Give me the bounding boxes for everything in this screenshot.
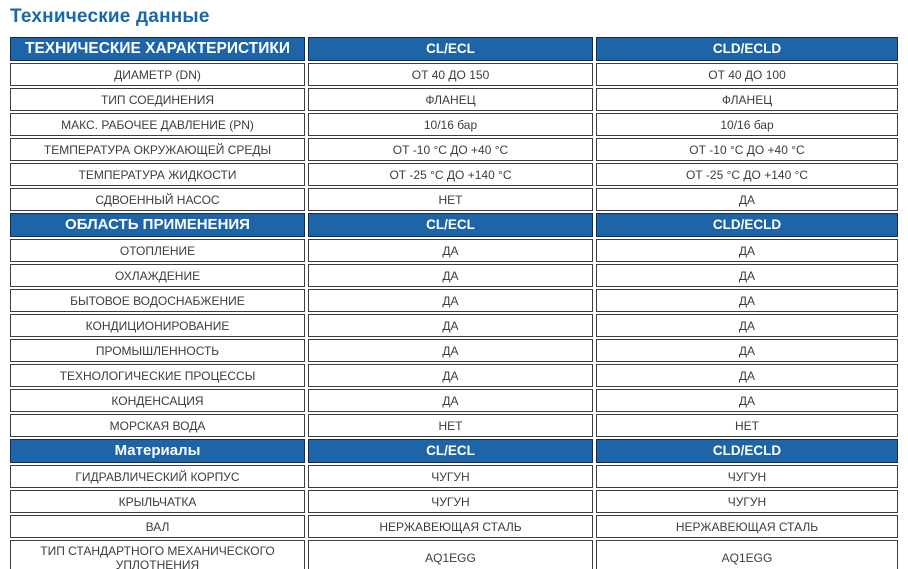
section-title-cell: ТЕХНИЧЕСКИЕ ХАРАКТЕРИСТИКИ (10, 37, 305, 61)
table-row: ДИАМЕТР (DN) ОТ 40 ДО 150 ОТ 40 ДО 100 (10, 63, 898, 86)
col-header-cl-ecl: CL/ECL (308, 37, 593, 61)
row-label-cell: ВАЛ (10, 515, 305, 538)
table-row: ОХЛАЖДЕНИЕ ДА ДА (10, 264, 898, 287)
value-cell-cl-ecl: ДА (308, 239, 593, 262)
technical-data-table: ТЕХНИЧЕСКИЕ ХАРАКТЕРИСТИКИ CL/ECL CLD/EC… (7, 35, 901, 569)
row-label-cell: КОНДИЦИОНИРОВАНИЕ (10, 314, 305, 337)
value-cell-cl-ecl: ФЛАНЕЦ (308, 88, 593, 111)
value-cell-cld-ecld: ОТ -10 °C ДО +40 °C (596, 138, 898, 161)
row-label-cell: МАКС. РАБОЧЕЕ ДАВЛЕНИЕ (PN) (10, 113, 305, 136)
section-header-row-applications: ОБЛАСТЬ ПРИМЕНЕНИЯ CL/ECL CLD/ECLD (10, 213, 898, 237)
col-header-cld-ecld: CLD/ECLD (596, 37, 898, 61)
table-row: БЫТОВОЕ ВОДОСНАБЖЕНИЕ ДА ДА (10, 289, 898, 312)
col-header-cld-ecld: CLD/ECLD (596, 439, 898, 463)
row-label-cell: ТИП СОЕДИНЕНИЯ (10, 88, 305, 111)
section-header-row-characteristics: ТЕХНИЧЕСКИЕ ХАРАКТЕРИСТИКИ CL/ECL CLD/EC… (10, 37, 898, 61)
value-cell-cld-ecld: ДА (596, 289, 898, 312)
table-row: ТЕМПЕРАТУРА ЖИДКОСТИ ОТ -25 °C ДО +140 °… (10, 163, 898, 186)
value-cell-cld-ecld: ОТ -25 °C ДО +140 °C (596, 163, 898, 186)
value-cell-cl-ecl: НЕРЖАВЕЮЩАЯ СТАЛЬ (308, 515, 593, 538)
table-row: ОТОПЛЕНИЕ ДА ДА (10, 239, 898, 262)
value-cell-cld-ecld: ДА (596, 264, 898, 287)
row-label-cell: БЫТОВОЕ ВОДОСНАБЖЕНИЕ (10, 289, 305, 312)
table-row: ТИП СТАНДАРТНОГО МЕХАНИЧЕСКОГО УПЛОТНЕНИ… (10, 540, 898, 569)
row-label-cell: ДИАМЕТР (DN) (10, 63, 305, 86)
col-header-cl-ecl: CL/ECL (308, 213, 593, 237)
value-cell-cld-ecld: ОТ 40 ДО 100 (596, 63, 898, 86)
value-cell-cld-ecld: ДА (596, 364, 898, 387)
table-row: ТЕМПЕРАТУРА ОКРУЖАЮЩЕЙ СРЕДЫ ОТ -10 °C Д… (10, 138, 898, 161)
row-label-cell: ГИДРАВЛИЧЕСКИЙ КОРПУС (10, 465, 305, 488)
value-cell-cl-ecl: AQ1EGG (308, 540, 593, 569)
section-title-cell: Материалы (10, 439, 305, 463)
col-header-cld-ecld: CLD/ECLD (596, 213, 898, 237)
row-label-cell: СДВОЕННЫЙ НАСОС (10, 188, 305, 211)
value-cell-cld-ecld: ФЛАНЕЦ (596, 88, 898, 111)
table-row: КОНДЕНСАЦИЯ ДА ДА (10, 389, 898, 412)
value-cell-cl-ecl: ОТ -10 °C ДО +40 °C (308, 138, 593, 161)
value-cell-cld-ecld: 10/16 бар (596, 113, 898, 136)
table-row: КОНДИЦИОНИРОВАНИЕ ДА ДА (10, 314, 898, 337)
value-cell-cl-ecl: ЧУГУН (308, 465, 593, 488)
row-label-cell: ПРОМЫШЛЕННОСТЬ (10, 339, 305, 362)
value-cell-cl-ecl: ОТ 40 ДО 150 (308, 63, 593, 86)
row-label-cell: ТЕМПЕРАТУРА ОКРУЖАЮЩЕЙ СРЕДЫ (10, 138, 305, 161)
table-row: МАКС. РАБОЧЕЕ ДАВЛЕНИЕ (PN) 10/16 бар 10… (10, 113, 898, 136)
value-cell-cl-ecl: 10/16 бар (308, 113, 593, 136)
row-label-cell: ТИП СТАНДАРТНОГО МЕХАНИЧЕСКОГО УПЛОТНЕНИ… (10, 540, 305, 569)
value-cell-cl-ecl: НЕТ (308, 188, 593, 211)
row-label-cell: ТЕМПЕРАТУРА ЖИДКОСТИ (10, 163, 305, 186)
row-label-cell: КРЫЛЬЧАТКА (10, 490, 305, 513)
value-cell-cld-ecld: ЧУГУН (596, 465, 898, 488)
value-cell-cld-ecld: AQ1EGG (596, 540, 898, 569)
table-row: ГИДРАВЛИЧЕСКИЙ КОРПУС ЧУГУН ЧУГУН (10, 465, 898, 488)
value-cell-cld-ecld: ДА (596, 188, 898, 211)
row-label-cell: ТЕХНОЛОГИЧЕСКИЕ ПРОЦЕССЫ (10, 364, 305, 387)
value-cell-cld-ecld: НЕТ (596, 414, 898, 437)
value-cell-cl-ecl: ДА (308, 264, 593, 287)
table-row: КРЫЛЬЧАТКА ЧУГУН ЧУГУН (10, 490, 898, 513)
value-cell-cl-ecl: ДА (308, 364, 593, 387)
value-cell-cl-ecl: ДА (308, 389, 593, 412)
value-cell-cld-ecld: ДА (596, 314, 898, 337)
value-cell-cl-ecl: ДА (308, 339, 593, 362)
col-header-cl-ecl: CL/ECL (308, 439, 593, 463)
value-cell-cld-ecld: ЧУГУН (596, 490, 898, 513)
row-label-cell: ОТОПЛЕНИЕ (10, 239, 305, 262)
row-label-cell: ОХЛАЖДЕНИЕ (10, 264, 305, 287)
section-header-row-materials: Материалы CL/ECL CLD/ECLD (10, 439, 898, 463)
value-cell-cld-ecld: ДА (596, 339, 898, 362)
table-row: СДВОЕННЫЙ НАСОС НЕТ ДА (10, 188, 898, 211)
table-row: ТЕХНОЛОГИЧЕСКИЕ ПРОЦЕССЫ ДА ДА (10, 364, 898, 387)
value-cell-cld-ecld: ДА (596, 239, 898, 262)
value-cell-cld-ecld: НЕРЖАВЕЮЩАЯ СТАЛЬ (596, 515, 898, 538)
table-row: ТИП СОЕДИНЕНИЯ ФЛАНЕЦ ФЛАНЕЦ (10, 88, 898, 111)
value-cell-cl-ecl: ДА (308, 289, 593, 312)
row-label-cell: КОНДЕНСАЦИЯ (10, 389, 305, 412)
value-cell-cl-ecl: ДА (308, 314, 593, 337)
value-cell-cl-ecl: НЕТ (308, 414, 593, 437)
table-row: ВАЛ НЕРЖАВЕЮЩАЯ СТАЛЬ НЕРЖАВЕЮЩАЯ СТАЛЬ (10, 515, 898, 538)
value-cell-cld-ecld: ДА (596, 389, 898, 412)
value-cell-cl-ecl: ОТ -25 °C ДО +140 °C (308, 163, 593, 186)
page-title: Технические данные (10, 6, 210, 27)
table-row: ПРОМЫШЛЕННОСТЬ ДА ДА (10, 339, 898, 362)
section-title-cell: ОБЛАСТЬ ПРИМЕНЕНИЯ (10, 213, 305, 237)
table-row: МОРСКАЯ ВОДА НЕТ НЕТ (10, 414, 898, 437)
value-cell-cl-ecl: ЧУГУН (308, 490, 593, 513)
row-label-cell: МОРСКАЯ ВОДА (10, 414, 305, 437)
